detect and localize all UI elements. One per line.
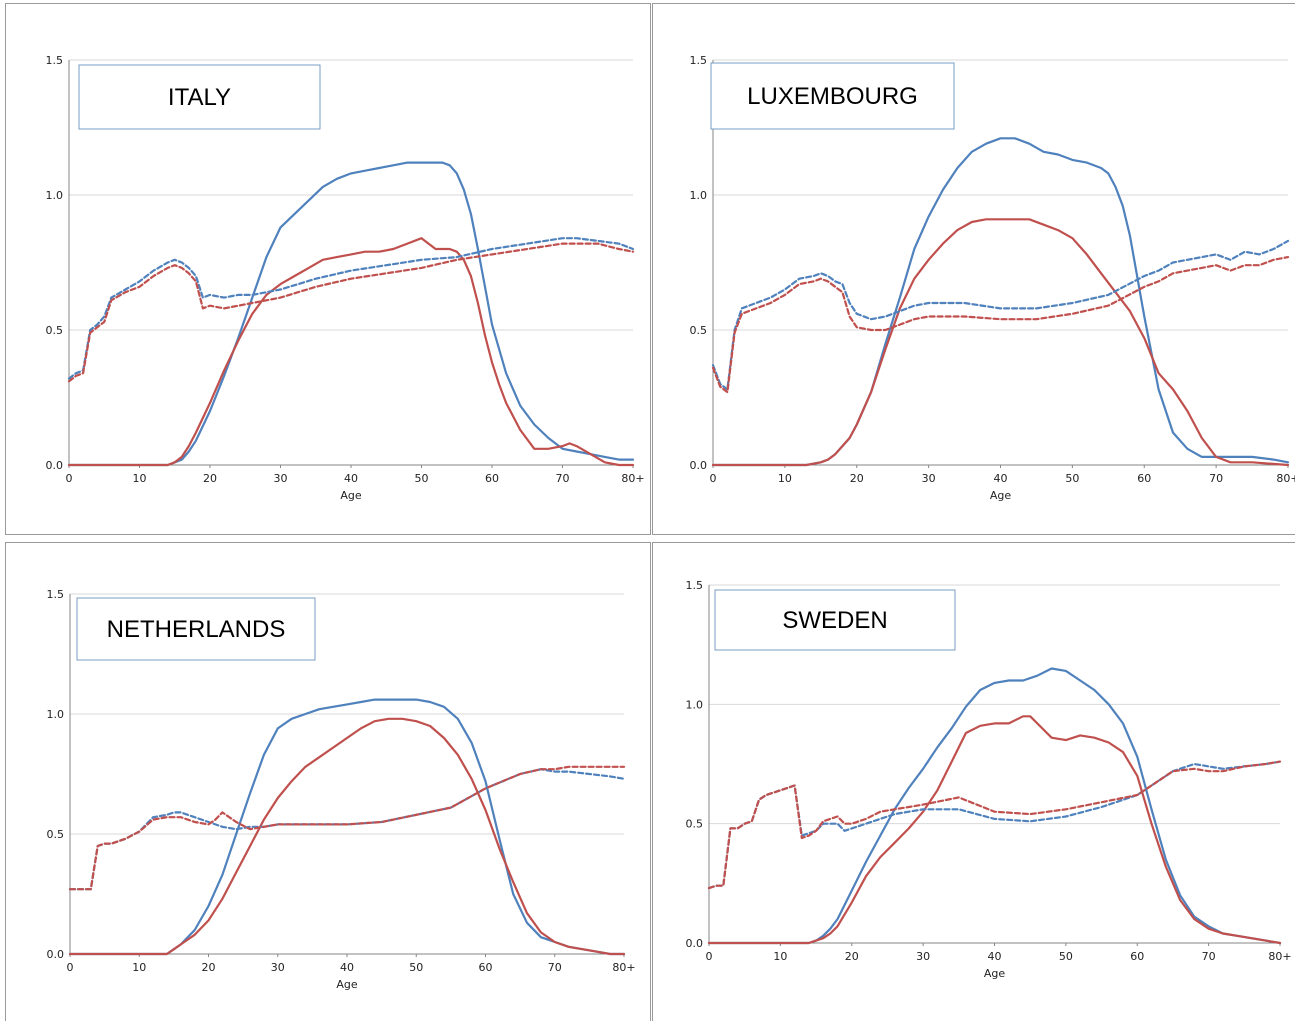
y-tick-label: 0.0 bbox=[690, 459, 708, 472]
x-tick-label: 70 bbox=[556, 472, 570, 485]
x-axis-title: Age bbox=[336, 978, 358, 991]
country-label-box bbox=[78, 64, 321, 130]
x-tick-label: 40 bbox=[344, 472, 358, 485]
x-tick-label: 80+ bbox=[1276, 472, 1295, 485]
x-tick-label: 20 bbox=[845, 950, 859, 963]
series-line-solid-1 bbox=[67, 237, 635, 467]
chart-title-netherlands: NETHERLANDS bbox=[107, 616, 286, 643]
y-tick-label: 1.5 bbox=[686, 579, 704, 592]
y-tick-label: 1.0 bbox=[686, 698, 704, 711]
x-tick-label: 70 bbox=[1209, 472, 1223, 485]
series-line-solid-0 bbox=[707, 667, 1282, 945]
x-tick-label: 0 bbox=[710, 472, 717, 485]
x-axis-title: Age bbox=[340, 489, 362, 502]
series-line-dashed-3 bbox=[711, 256, 1290, 394]
y-tick-label: 1.5 bbox=[47, 588, 65, 601]
series-line-solid-0 bbox=[68, 698, 626, 956]
y-tick-label: 0.0 bbox=[47, 948, 65, 961]
y-tick-label: 0.0 bbox=[46, 459, 64, 472]
x-tick-label: 80+ bbox=[1268, 950, 1291, 963]
x-tick-label: 0 bbox=[706, 950, 713, 963]
chart-panel-netherlands: 0.0 0.5 1.0 1.5 0 10 20 30 40 50 60 70 80+ Age NETHERL… bbox=[5, 542, 651, 1021]
chart-italy-svg: 0.0 0.5 1.0 1.5 0 10 20 30 40 50 60 70 80+ Age ITALY bbox=[46, 54, 645, 502]
x-tick-label: 50 bbox=[415, 472, 429, 485]
x-tick-label: 80+ bbox=[621, 472, 644, 485]
x-tick-label: 40 bbox=[988, 950, 1002, 963]
x-tick-label: 80+ bbox=[612, 961, 635, 974]
x-tick-label: 0 bbox=[67, 961, 74, 974]
chart-title-italy: ITALY bbox=[168, 84, 231, 111]
x-axis-title: Age bbox=[990, 489, 1012, 502]
series-line-dashed-2 bbox=[67, 237, 635, 380]
x-axis-title: Age bbox=[984, 967, 1006, 980]
y-tick-label: 1.0 bbox=[46, 189, 64, 202]
series-line-dashed-3 bbox=[68, 765, 626, 891]
x-tick-label: 60 bbox=[479, 961, 493, 974]
series-line-dashed-2 bbox=[68, 768, 626, 891]
x-tick-label: 50 bbox=[1065, 472, 1079, 485]
y-tick-label: 0.5 bbox=[690, 324, 708, 337]
y-tick-label: 0.5 bbox=[46, 324, 64, 337]
x-tick-label: 40 bbox=[994, 472, 1008, 485]
x-tick-label: 60 bbox=[485, 472, 499, 485]
chart-panel-italy: 0.0 0.5 1.0 1.5 0 10 20 30 40 50 60 70 80+ Age ITALY bbox=[5, 3, 651, 535]
series-line-dashed-2 bbox=[711, 239, 1290, 391]
y-tick-label: 1.5 bbox=[46, 54, 64, 67]
series-line-dashed-3 bbox=[707, 760, 1282, 890]
chart-title-sweden: SWEDEN bbox=[782, 607, 887, 634]
series-line-solid-1 bbox=[711, 218, 1290, 467]
y-tick-label: 1.5 bbox=[690, 54, 708, 67]
x-tick-label: 10 bbox=[773, 950, 787, 963]
x-tick-label: 20 bbox=[202, 961, 216, 974]
y-tick-label: 0.5 bbox=[686, 818, 704, 831]
series-line-solid-0 bbox=[67, 161, 635, 467]
x-tick-label: 50 bbox=[409, 961, 423, 974]
x-tick-label: 0 bbox=[66, 472, 73, 485]
x-tick-label: 10 bbox=[133, 472, 147, 485]
x-tick-label: 30 bbox=[922, 472, 936, 485]
series-line-solid-1 bbox=[68, 717, 626, 956]
x-tick-label: 60 bbox=[1130, 950, 1144, 963]
series-line-solid-0 bbox=[711, 137, 1290, 467]
y-tick-label: 0.5 bbox=[47, 828, 65, 841]
country-label-box bbox=[76, 597, 316, 661]
chart-netherlands-svg: 0.0 0.5 1.0 1.5 0 10 20 30 40 50 60 70 80+ Age NETHERL… bbox=[47, 588, 636, 991]
chart-panel-luxembourg: 0.0 0.5 1.0 1.5 0 10 20 30 40 50 60 70 80+ Age LUXEMBO… bbox=[652, 3, 1295, 535]
x-tick-label: 30 bbox=[271, 961, 285, 974]
y-tick-label: 1.0 bbox=[690, 189, 708, 202]
y-tick-label: 0.0 bbox=[686, 937, 704, 950]
country-label-box bbox=[714, 589, 956, 651]
x-tick-label: 20 bbox=[850, 472, 864, 485]
chart-panel-sweden: 0.0 0.5 1.0 1.5 0 10 20 30 40 50 60 70 80+ Age SWEDEN bbox=[652, 542, 1295, 1021]
x-tick-label: 20 bbox=[203, 472, 217, 485]
x-tick-label: 10 bbox=[132, 961, 146, 974]
x-tick-label: 60 bbox=[1137, 472, 1151, 485]
x-tick-label: 30 bbox=[274, 472, 288, 485]
x-tick-label: 10 bbox=[778, 472, 792, 485]
series-line-solid-1 bbox=[707, 715, 1282, 945]
chart-title-luxembourg: LUXEMBOURG bbox=[747, 83, 918, 110]
country-label-box bbox=[710, 62, 955, 130]
x-tick-label: 40 bbox=[340, 961, 354, 974]
series-line-dashed-3 bbox=[67, 242, 635, 383]
chart-luxembourg-svg: 0.0 0.5 1.0 1.5 0 10 20 30 40 50 60 70 80+ Age LUXEMBO… bbox=[690, 54, 1295, 502]
x-tick-label: 70 bbox=[1202, 950, 1216, 963]
y-tick-label: 1.0 bbox=[47, 708, 65, 721]
x-tick-label: 50 bbox=[1059, 950, 1073, 963]
chart-sweden-svg: 0.0 0.5 1.0 1.5 0 10 20 30 40 50 60 70 80+ Age SWEDEN bbox=[686, 579, 1292, 980]
x-tick-label: 30 bbox=[916, 950, 930, 963]
series-line-dashed-2 bbox=[707, 760, 1282, 890]
x-tick-label: 70 bbox=[548, 961, 562, 974]
